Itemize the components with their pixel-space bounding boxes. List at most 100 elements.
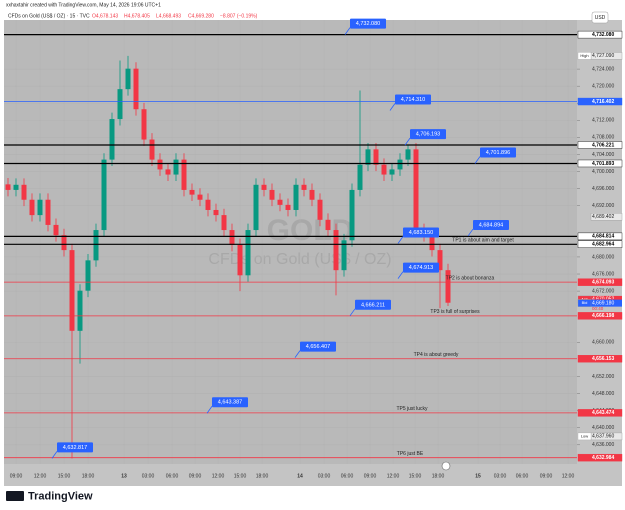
price-line-label: 4,684.814	[592, 234, 614, 240]
callout-box	[410, 129, 446, 140]
price-line-label-box	[577, 97, 623, 106]
price-line-label-box	[577, 232, 623, 241]
currency: USD	[595, 15, 606, 21]
price-line-label-box	[577, 278, 623, 286]
price-line-label-box	[577, 240, 623, 248]
y-tick-label: 4,692.000	[592, 203, 614, 209]
y-tick-label: 4,696.000	[592, 186, 614, 192]
x-tick-label: 18:00	[82, 473, 95, 479]
currency-box[interactable]	[591, 11, 609, 24]
callout-label: 4,706.193	[416, 132, 440, 138]
callout-box	[403, 262, 439, 273]
candle-body	[373, 149, 379, 165]
callout-box	[403, 227, 439, 238]
candle-body	[165, 169, 171, 175]
callout-label: 4,656.407	[306, 344, 330, 350]
callout-pointer	[344, 27, 351, 35]
y-tick-label: 4,648.000	[592, 391, 614, 397]
replay-icon[interactable]	[441, 461, 451, 471]
price-line-label-box	[577, 355, 623, 363]
axis-marker-tag: Low	[581, 433, 588, 438]
candle-body	[205, 199, 211, 210]
author-line: xxhaxtahir created with TradingView.com,…	[6, 2, 161, 8]
candle-body	[445, 270, 451, 303]
callout-label: 4,684.894	[479, 223, 503, 229]
callout-pointer	[51, 451, 58, 459]
candle-body	[197, 194, 203, 200]
candles	[5, 55, 451, 459]
callout-label: 4,701.896	[486, 150, 510, 156]
y-tick-label: 4,712.000	[592, 118, 614, 124]
price-line-label: 4,632.984	[592, 455, 614, 461]
callout-label: 4,674.913	[409, 265, 433, 271]
candle-body	[157, 159, 163, 170]
annotation: TP1 is about aim and target	[452, 238, 514, 244]
plot-area	[4, 20, 577, 464]
callout-pointer	[397, 271, 404, 279]
candle-body	[405, 149, 411, 160]
candle-body	[221, 215, 227, 231]
x-tick-label: 09:00	[540, 473, 553, 479]
annotation: TP2 is about bonanza	[446, 275, 495, 281]
candle-body	[389, 169, 395, 175]
candle-body	[173, 159, 179, 175]
y-tick-label: 4,720.000	[592, 84, 614, 90]
x-tick-label: 12:00	[212, 473, 225, 479]
price-line-label: 4,682.964	[592, 242, 614, 248]
candle-body	[61, 235, 67, 251]
axis-marker-tag: Ask	[581, 296, 588, 301]
axis-marker-label: 4,669.180	[592, 300, 614, 306]
callout-box	[473, 220, 509, 231]
candle-body	[125, 68, 131, 90]
price-line-label: 4,706.221	[592, 142, 614, 148]
candle-body	[101, 159, 107, 231]
ohlc-header: O4,678.143 H4,678.405 L4,668.493 C4,669.280…	[92, 13, 258, 19]
axis-marker-box	[590, 213, 623, 221]
candle-body	[189, 189, 195, 195]
callout-box	[350, 18, 386, 29]
candle-body	[437, 250, 443, 271]
callout-label: 4,643.387	[218, 400, 242, 406]
callout-pointer	[397, 236, 404, 244]
price-line-label-box	[577, 409, 623, 417]
y-tick-label: 4,672.000	[592, 288, 614, 294]
callout-label: 4,666.211	[361, 302, 385, 308]
annotation: TP4 is about greedy	[414, 352, 459, 358]
candle-body	[341, 240, 347, 271]
watermark-symbol: GOLD	[267, 214, 354, 247]
annotation: TP5 just lucky	[396, 406, 428, 412]
price-line-label-box	[577, 141, 623, 149]
candle-body	[245, 230, 251, 276]
price-line-label-box	[577, 30, 623, 39]
ohlc-value: O4,678.143	[92, 13, 118, 19]
candle-body	[149, 139, 155, 160]
ohlc-value: L4,668.493	[156, 13, 181, 19]
y-tick-label: 4,700.000	[592, 169, 614, 175]
x-tick-label: 06:00	[341, 473, 354, 479]
y-tick-label: 4,652.000	[592, 374, 614, 380]
y-tick-label: 4,676.000	[592, 271, 614, 277]
callout-pointer	[474, 156, 481, 164]
callout-label: 4,632.817	[63, 445, 87, 451]
countdown: 00:40	[592, 306, 604, 311]
axis-marker-label: 4,727.090	[592, 53, 614, 59]
callout-pointer	[467, 228, 474, 237]
x-tick-label: 14	[297, 473, 303, 479]
axis-marker-tag-box	[577, 52, 592, 60]
x-tick-label: 09:00	[10, 473, 23, 479]
candle-body	[261, 184, 267, 190]
candle-body	[381, 164, 387, 175]
x-tick-label: 12:00	[34, 473, 47, 479]
x-tick-label: 18:00	[432, 473, 445, 479]
candle-body	[21, 184, 27, 200]
callout-box	[395, 94, 431, 105]
axis-marker-tag: High	[580, 53, 588, 58]
y-tick-label: 4,704.000	[592, 152, 614, 158]
candle-body	[45, 199, 51, 225]
x-tick-label: 06:00	[166, 473, 179, 479]
candle-body	[413, 149, 419, 231]
grid: 4,636.0004,640.0004,644.0004,648.0004,65…	[4, 20, 614, 479]
x-tick-label: 15:00	[409, 473, 422, 479]
candle-body	[429, 235, 435, 251]
candle-body	[5, 184, 11, 190]
